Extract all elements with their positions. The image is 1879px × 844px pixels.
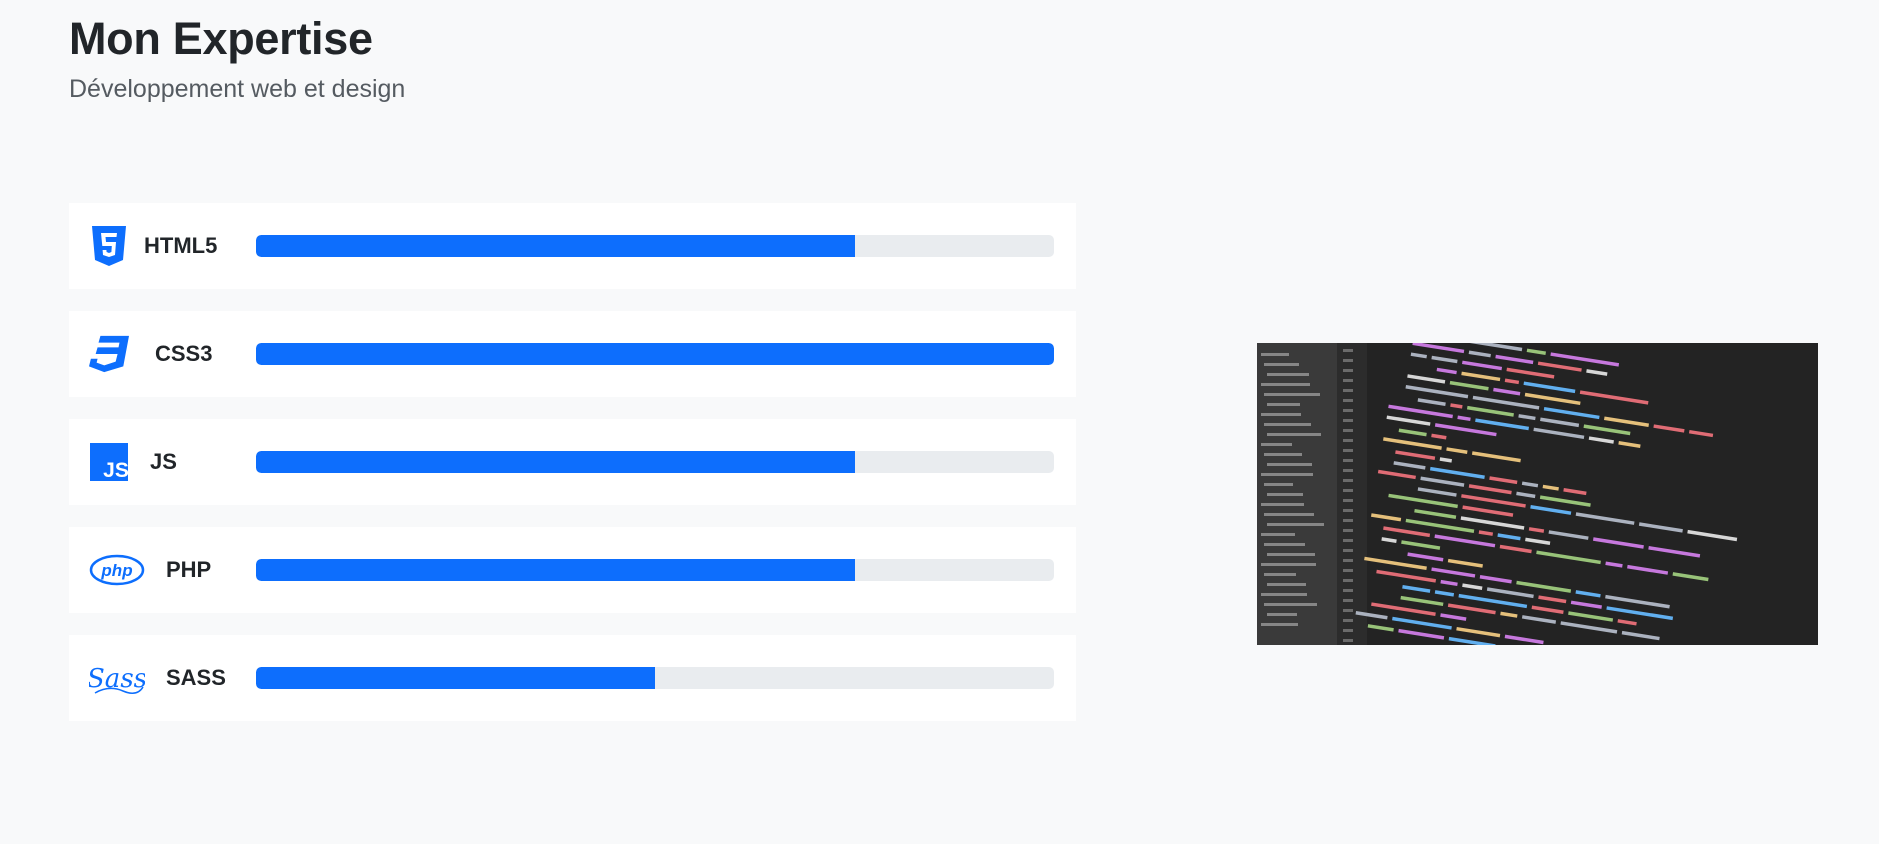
progress-bar (256, 559, 1054, 581)
svg-text:php: php (100, 561, 132, 580)
skill-name: PHP (166, 557, 212, 582)
code-editor-image (1257, 343, 1818, 645)
page-title: Mon Expertise (69, 13, 373, 64)
code-lines-graphic (1261, 343, 1738, 645)
skills-list: HTML5 CSS3 JS JS (69, 203, 1076, 743)
skill-name: HTML5 (144, 233, 218, 258)
progress-fill (256, 559, 855, 581)
skill-card-sass: Sass SASS (69, 635, 1076, 721)
js-icon: JS (89, 441, 129, 483)
progress-bar (256, 451, 1054, 473)
skill-card-php: php PHP (69, 527, 1076, 613)
svg-text:JS: JS (103, 459, 128, 481)
page-subtitle: Développement web et design (69, 75, 406, 103)
progress-bar (256, 235, 1054, 257)
css3-icon (89, 333, 129, 375)
progress-fill (256, 451, 855, 473)
php-icon: php (89, 549, 145, 591)
skill-card-html5: HTML5 (69, 203, 1076, 289)
skill-card-js: JS JS (69, 419, 1076, 505)
progress-fill (256, 235, 855, 257)
progress-bar (256, 667, 1054, 689)
skill-card-css3: CSS3 (69, 311, 1076, 397)
sass-icon: Sass (89, 657, 145, 699)
progress-bar (256, 343, 1054, 365)
skill-name: JS (150, 449, 177, 474)
code-line-gutter (1337, 343, 1367, 645)
skill-name: CSS3 (155, 341, 213, 366)
html5-icon (89, 225, 129, 267)
progress-fill (256, 667, 655, 689)
section-header: Mon Expertise Développement web et desig… (69, 12, 405, 104)
skill-name: SASS (166, 665, 226, 690)
progress-fill (256, 343, 1054, 365)
